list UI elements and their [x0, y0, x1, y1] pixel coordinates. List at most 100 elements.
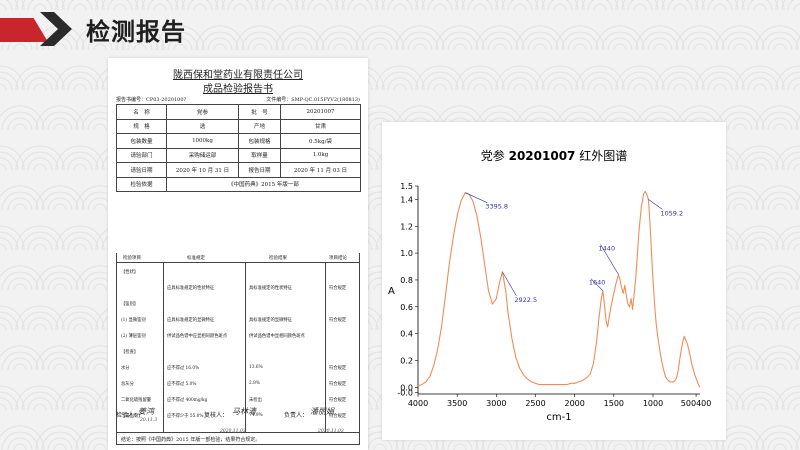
pattern-arc — [795, 275, 800, 291]
table-row: 请验部门 采购储运部 取样量 1.0kg — [116, 147, 361, 163]
pattern-arc — [461, 0, 499, 11]
pattern-arc — [547, 0, 573, 11]
table-row: 检验依据 《中国药典》2015 年版一部 — [116, 176, 361, 192]
pattern-arc — [93, 203, 107, 211]
pattern-arc — [0, 145, 25, 171]
pattern-arc — [247, 37, 273, 51]
pattern-arc — [415, 65, 465, 91]
pattern-arc — [787, 317, 800, 331]
pattern-arc — [21, 391, 59, 411]
x-tick-label: 1500 — [604, 399, 624, 408]
pattern-arc — [793, 3, 800, 11]
pattern-arc — [741, 391, 779, 411]
pattern-arc — [795, 115, 800, 131]
pattern-arc — [753, 403, 767, 411]
pattern-arc — [747, 157, 773, 171]
pattern-arc — [0, 185, 45, 211]
pattern-arc — [667, 0, 693, 11]
pattern-arc — [0, 391, 19, 411]
pattern-arc — [175, 0, 225, 11]
pattern-arc — [41, 351, 79, 371]
y-tick-label: 0.8 — [400, 276, 413, 285]
pattern-arc — [347, 0, 373, 11]
pattern-arc — [75, 25, 125, 51]
pattern-arc — [187, 0, 213, 11]
pattern-arc — [53, 203, 67, 211]
pattern-arc — [727, 117, 753, 131]
test-items-header: 检验项目 标准规定 检验结果 项目结论 — [116, 253, 360, 263]
pattern-arc — [741, 311, 779, 331]
pattern-arc — [627, 77, 653, 91]
pattern-arc — [35, 185, 85, 211]
pattern-arc — [681, 31, 719, 51]
pattern-arc — [215, 0, 265, 11]
pattern-arc — [0, 3, 7, 11]
pattern-arc — [741, 151, 779, 171]
pattern-arc — [13, 43, 27, 51]
pattern-arc — [1, 191, 39, 211]
pattern-arc — [661, 0, 699, 11]
pattern-arc — [773, 283, 787, 291]
pattern-arc — [701, 0, 739, 11]
pattern-arc — [395, 25, 445, 51]
pattern-arc — [0, 237, 13, 251]
pattern-arc — [655, 0, 705, 11]
table-cell: 规 格 — [116, 118, 167, 134]
table-cell: 采购储运部 — [166, 147, 239, 163]
pattern-arc — [13, 363, 27, 371]
pattern-arc — [761, 31, 799, 51]
pattern-arc — [295, 0, 345, 11]
pattern-arc — [1, 431, 39, 450]
pattern-arc — [335, 0, 385, 11]
y-tick-label: 0.6 — [400, 303, 413, 312]
pattern-arc — [561, 31, 599, 51]
header-cell: 项目结论 — [329, 256, 347, 261]
pattern-arc — [501, 71, 539, 91]
pattern-arc — [573, 443, 587, 450]
report-title: 成品检验报告书 — [203, 84, 273, 95]
test-cell: 13.6% — [249, 365, 263, 370]
table-cell: 批 号 — [238, 104, 281, 120]
pattern-arc — [73, 243, 87, 251]
table-row: 名 称 党参 批 号 20201007 — [116, 104, 361, 120]
pattern-arc — [287, 37, 313, 51]
test-cell: 总灰分 — [121, 382, 134, 387]
pattern-arc — [795, 435, 800, 450]
pattern-arc — [747, 0, 773, 11]
inspection-report-document: 陇西保和堂药业有限责任公司 成品检验报告书 报告书编号：CP03-2020100… — [108, 58, 368, 450]
pattern-arc — [201, 31, 239, 51]
test-cell: 应具标准规定的显微特征 — [167, 318, 215, 323]
test-cell: 符合规定 — [329, 414, 347, 419]
x-tick-label: 500400 — [681, 399, 712, 408]
pattern-arc — [15, 305, 65, 331]
test-cell: 具标准规定的显微特征 — [249, 318, 292, 323]
pattern-arc — [721, 111, 759, 131]
pattern-arc — [741, 71, 779, 91]
table-cell: 名 称 — [116, 104, 167, 120]
pattern-arc — [493, 43, 507, 51]
pattern-arc — [67, 0, 93, 11]
pattern-arc — [781, 231, 800, 251]
chevron-right-icon — [40, 12, 72, 46]
pattern-arc — [13, 283, 27, 291]
pattern-arc — [673, 83, 687, 91]
pattern-arc — [753, 243, 767, 251]
pattern-arc — [0, 105, 45, 131]
pattern-arc — [41, 111, 79, 131]
pattern-arc — [441, 31, 479, 51]
pattern-arc — [773, 123, 787, 131]
pattern-arc — [355, 25, 405, 51]
pattern-arc — [147, 0, 173, 11]
pattern-arc — [495, 65, 545, 91]
pattern-arc — [653, 43, 667, 51]
signature-reviewer-date: 2020.11.03 — [220, 429, 246, 434]
pattern-arc — [61, 391, 99, 411]
pattern-arc — [73, 3, 87, 11]
pattern-arc — [767, 357, 793, 371]
pattern-arc — [735, 225, 785, 251]
pattern-arc — [773, 363, 787, 371]
pattern-arc — [515, 25, 565, 51]
pattern-arc — [233, 3, 247, 11]
pattern-arc — [0, 317, 13, 331]
pattern-arc — [733, 123, 747, 131]
